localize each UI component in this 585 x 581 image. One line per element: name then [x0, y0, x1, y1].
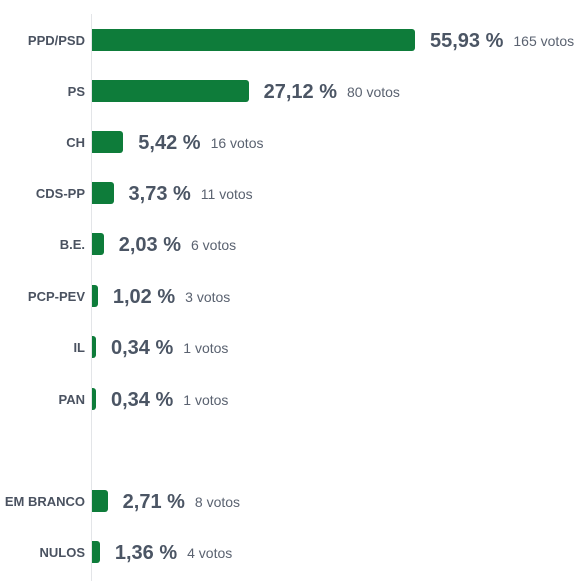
bar-row: CH 5,42 % 16 votos [0, 131, 585, 155]
value-labels: 2,71 % 8 votos [123, 490, 240, 514]
votes-label: 6 votos [190, 237, 237, 253]
bar [92, 131, 124, 153]
category-label: PAN [58, 392, 85, 407]
value-labels: 2,03 % 6 votos [119, 233, 236, 257]
percent-label: 0,34 % [111, 336, 174, 359]
value-labels: 0,34 % 1 votos [111, 336, 228, 360]
votes-label: 80 votos [347, 84, 400, 100]
category-label: NULOS [39, 545, 86, 560]
bar-row: B.E. 2,03 % 6 votos [0, 233, 585, 257]
percent-label: 2,71 % [122, 490, 185, 513]
value-labels: 0,34 % 1 votos [111, 388, 228, 412]
percent-label: 1,02 % [112, 285, 176, 308]
bar [92, 285, 98, 307]
value-labels: 1,36 % 4 votos [115, 541, 232, 565]
bar-row: PCP-PEV 1,02 % 3 votos [0, 285, 585, 309]
percent-label: 55,93 % [430, 29, 504, 52]
value-labels: 5,42 % 16 votos [138, 131, 263, 155]
bar-row: PAN 0,34 % 1 votos [0, 388, 585, 412]
bar-row: EM BRANCO 2,71 % 8 votos [0, 490, 585, 514]
bar [92, 182, 114, 204]
value-labels: 3,73 % 11 votos [129, 182, 253, 206]
percent-label: 5,42 % [138, 131, 201, 154]
value-labels: 1,02 % 3 votos [113, 285, 230, 309]
category-label: PS [67, 84, 85, 99]
votes-label: 1 votos [183, 340, 229, 356]
value-labels: 55,93 % 165 votos [430, 29, 574, 53]
category-label: PPD/PSD [27, 33, 85, 48]
votes-label: 16 votos [210, 135, 264, 151]
category-label: CH [66, 135, 85, 150]
votes-label: 165 votos [513, 33, 575, 49]
bar-row: PS 27,12 % 80 votos [0, 80, 585, 104]
bar-row: CDS-PP 3,73 % 11 votos [0, 182, 585, 206]
votes-label: 4 votos [187, 545, 233, 561]
category-label: B.E. [59, 237, 85, 252]
category-label: EM BRANCO [4, 494, 85, 509]
bar-row: IL 0,34 % 1 votos [0, 336, 585, 360]
bar [92, 388, 96, 410]
value-labels: 27,12 % 80 votos [264, 80, 400, 104]
category-label: CDS-PP [35, 186, 85, 201]
bar [92, 490, 108, 512]
votes-label: 8 votos [194, 494, 241, 510]
category-axis-line [91, 14, 92, 581]
bar-row: PPD/PSD 55,93 % 165 votos [0, 29, 585, 53]
percent-label: 3,73 % [128, 182, 191, 205]
votes-label: 1 votos [183, 392, 229, 408]
votes-label: 11 votos [200, 186, 253, 202]
percent-label: 2,03 % [118, 233, 181, 256]
category-label: IL [73, 340, 85, 355]
bar [92, 80, 249, 102]
percent-label: 1,36 % [114, 541, 178, 564]
bar [92, 29, 415, 51]
percent-label: 27,12 % [263, 80, 337, 103]
category-label: PCP-PEV [27, 289, 85, 304]
votes-label: 3 votos [185, 289, 231, 305]
bar [92, 233, 104, 255]
bar-row: NULOS 1,36 % 4 votos [0, 541, 585, 565]
bar [92, 336, 96, 358]
percent-label: 0,34 % [111, 388, 174, 411]
bar [92, 541, 100, 563]
